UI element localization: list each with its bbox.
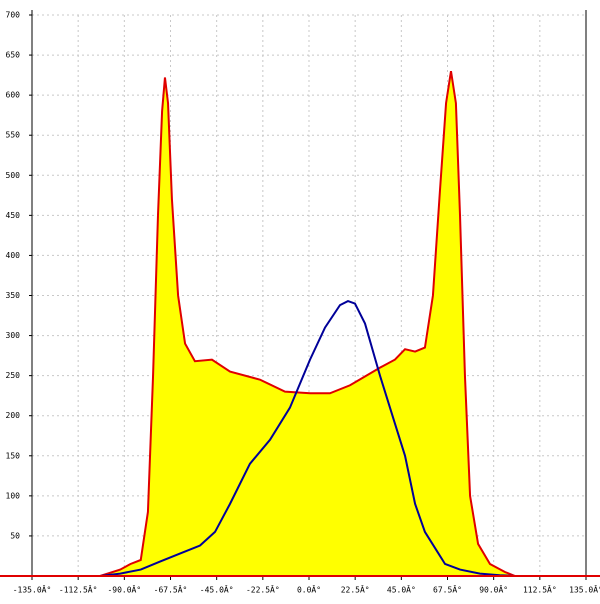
x-tick-label: 135.0Â° xyxy=(569,584,600,595)
x-tick-label: -45.0Â° xyxy=(200,584,234,595)
x-tick-label: 22.5Â° xyxy=(341,584,370,595)
area-line xyxy=(99,70,516,577)
y-tick-label: 650 xyxy=(6,51,21,60)
line xyxy=(100,300,516,577)
x-tick-label: -135.0Â° xyxy=(13,584,52,595)
x-tick-label: -22.5Â° xyxy=(246,584,280,595)
y-tick-label: 350 xyxy=(6,291,21,300)
area-fill xyxy=(100,71,516,576)
y-tick-label: 500 xyxy=(6,171,21,180)
y-tick-label: 450 xyxy=(6,211,21,220)
y-tick-label: 700 xyxy=(6,11,21,20)
x-tick-label: -112.5Â° xyxy=(59,584,98,595)
x-tick-label: 67.5Â° xyxy=(433,584,462,595)
y-tick-label: 150 xyxy=(6,451,21,460)
y-tick-label: 600 xyxy=(6,91,21,100)
y-tick-label: 550 xyxy=(6,131,21,140)
x-tick-label: 90.0Â° xyxy=(479,584,508,595)
y-tick-label: 100 xyxy=(6,491,21,500)
y-tick-label: 300 xyxy=(6,331,21,340)
y-tick-label: 400 xyxy=(6,251,21,260)
x-tick-label: -90.0Â° xyxy=(107,584,141,595)
x-tick-label: 45.0Â° xyxy=(387,584,416,595)
y-tick-label: 250 xyxy=(6,371,21,380)
y-tick-label: 50 xyxy=(10,531,20,540)
x-tick-label: 112.5Â° xyxy=(523,584,557,595)
x-tick-label: 0.0Â° xyxy=(297,584,321,595)
x-tick-label: -67.5Â° xyxy=(154,584,188,595)
y-tick-label: 200 xyxy=(6,411,21,420)
